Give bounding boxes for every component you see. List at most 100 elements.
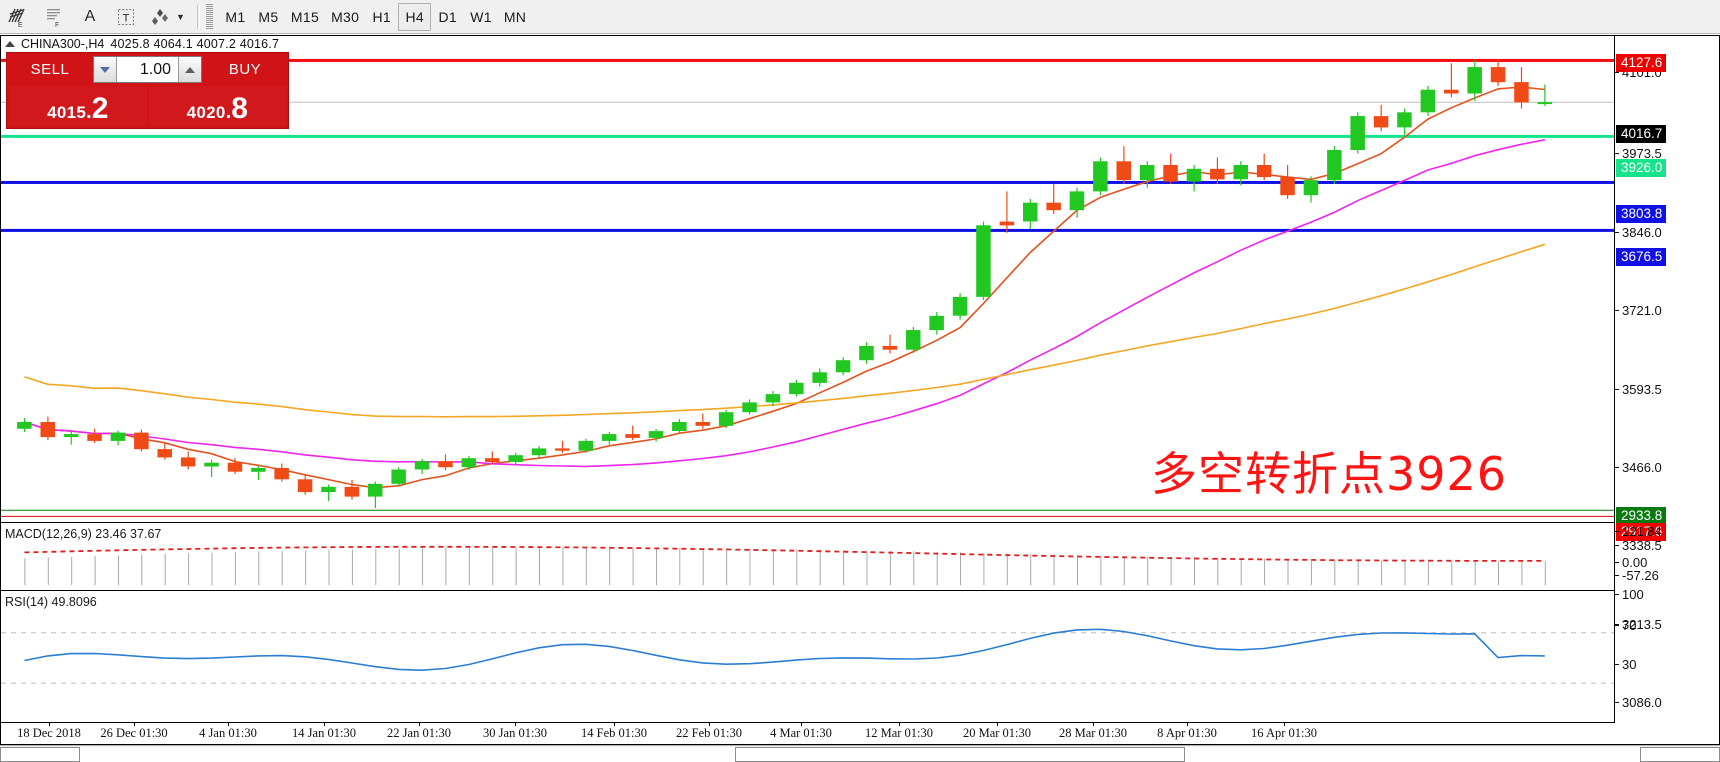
timeframe-w1[interactable]: W1 xyxy=(470,8,492,25)
collapse-triangle-icon[interactable] xyxy=(5,41,15,47)
time-axis[interactable]: 18 Dec 2018 26 Dec 01:30 4 Jan 01:30 14 Jan… xyxy=(1,722,1615,744)
ask-price-badge: 2917.6 xyxy=(1616,523,1667,541)
candle-body xyxy=(1373,116,1389,128)
sell-price[interactable]: 4015 . 2 xyxy=(9,86,147,126)
sell-price-separator: . xyxy=(86,101,92,123)
time-tick-0: 18 Dec 2018 xyxy=(17,726,81,740)
last-price-badge: 4016.7 xyxy=(1616,125,1667,143)
price-axis[interactable]: 4101.0 3973.5 3846.0 3721.0 3593.5 3466.0 3338… xyxy=(1614,36,1719,744)
macd-histogram-bar xyxy=(1053,554,1055,585)
candle-body xyxy=(835,360,851,373)
candle-body xyxy=(1537,102,1553,105)
toolbar-drag-handle[interactable] xyxy=(205,3,213,30)
resistance-level-badge: 4127.6 xyxy=(1616,54,1667,72)
price-tick-2: 3846.0 xyxy=(1615,226,1662,239)
horizontal-scrollbar[interactable] xyxy=(0,745,1720,762)
macd-histogram-bar xyxy=(375,549,377,585)
volume-stepper[interactable]: 1.00 xyxy=(93,56,202,83)
candle-body xyxy=(765,394,781,403)
candle-body xyxy=(882,345,898,350)
macd-histogram-bar xyxy=(515,547,517,585)
candle-body xyxy=(1444,89,1459,94)
time-gridmark-9 xyxy=(899,723,900,726)
timeframe-mn[interactable]: MN xyxy=(503,8,527,25)
macd-pane[interactable]: MACD(12,26,9) 23.46 37.67 xyxy=(1,525,1615,591)
timeframe-d1[interactable]: D1 xyxy=(438,8,457,25)
macd-histogram-bar xyxy=(164,553,166,585)
timeframe-m30[interactable]: M30 xyxy=(331,8,360,25)
macd-histogram-bar xyxy=(398,548,400,585)
macd-histogram-bar xyxy=(24,558,26,585)
buy-button[interactable]: BUY xyxy=(228,61,262,78)
volume-decrease-icon[interactable] xyxy=(94,57,117,82)
macd-histogram-bar xyxy=(94,556,96,585)
macd-histogram-bar xyxy=(47,557,49,585)
macd-histogram-bar xyxy=(1194,557,1195,585)
rsi-pane[interactable]: RSI(14) 49.8096 xyxy=(1,593,1615,723)
macd-histogram-bar xyxy=(562,547,564,585)
macd-histogram-bar xyxy=(305,550,307,585)
scrollbar-thumb[interactable] xyxy=(735,746,1186,762)
candle-body xyxy=(1139,165,1155,181)
price-pane[interactable] xyxy=(1,52,1615,523)
time-gridmark-3 xyxy=(324,723,325,726)
timeframe-h4[interactable]: H4 xyxy=(398,2,432,31)
candle-body xyxy=(999,221,1015,226)
chart-window[interactable]: CHINA300-,H4 4025.8 4064.1 4007.2 4016.7… xyxy=(0,35,1720,745)
time-tick-1: 26 Dec 01:30 xyxy=(100,726,168,740)
text-label-icon[interactable]: A xyxy=(84,7,96,25)
candle-body xyxy=(906,330,921,350)
macd-histogram-bar xyxy=(936,551,938,585)
rsi-plot xyxy=(1,628,1615,684)
candle-body xyxy=(321,486,336,493)
trade-panel-prices: 4015 . 2 4020 . 8 xyxy=(7,86,288,128)
candle-body xyxy=(227,462,243,472)
macd-histogram-bar xyxy=(445,548,447,585)
objects-icon[interactable] xyxy=(145,2,179,32)
volume-increase-icon[interactable] xyxy=(178,57,201,82)
price-tick-7: 3213.5 xyxy=(1615,618,1662,631)
macd-plot xyxy=(24,545,1546,585)
macd-histogram-bar xyxy=(819,549,821,585)
price-tick-6: 3338.5 xyxy=(1615,539,1662,552)
sell-button[interactable]: SELL xyxy=(30,61,70,78)
macd-histogram-bar xyxy=(188,553,190,585)
price-tick-5: 3466.0 xyxy=(1615,461,1662,474)
timeframe-m5[interactable]: M5 xyxy=(258,8,279,25)
scroll-left-button[interactable] xyxy=(0,746,80,762)
scroll-right-button[interactable] xyxy=(1640,746,1720,762)
trade-panel-controls: SELL 1.00 BUY xyxy=(7,53,288,86)
buy-price-decimal: 8 xyxy=(231,92,248,125)
macd-histogram-bar xyxy=(632,547,634,585)
indicators-icon[interactable]: E xyxy=(1,2,35,32)
one-click-trading-panel[interactable]: SELL 1.00 BUY 4015 . 2 4020 . 8 xyxy=(6,52,289,129)
symbol-label: CHINA300-,H4 xyxy=(21,37,105,51)
templates-icon[interactable]: F xyxy=(37,2,71,32)
scrollbar-track[interactable] xyxy=(80,746,1640,762)
chart-annotation-text: 多空转折点3926 xyxy=(1151,447,1508,501)
macd-histogram-bar xyxy=(609,547,611,585)
objects-dropdown-caret-icon[interactable]: ▼ xyxy=(176,11,185,22)
timeframe-m1[interactable]: M1 xyxy=(225,8,246,25)
time-gridmark-7 xyxy=(709,723,710,726)
candle-body xyxy=(1186,168,1202,182)
time-gridmark-12 xyxy=(1187,723,1188,726)
candle-wick xyxy=(702,413,704,429)
subchart-tick-0: 121.84 xyxy=(1615,525,1662,538)
candle-body xyxy=(1023,202,1038,222)
subchart-tick-5: 30 xyxy=(1615,658,1636,671)
candle-body xyxy=(368,483,383,497)
time-tick-12: 8 Apr 01:30 xyxy=(1157,726,1217,740)
time-gridmark-5 xyxy=(515,723,516,726)
timeframe-h1[interactable]: H1 xyxy=(372,8,391,25)
text-box-icon[interactable]: T xyxy=(109,2,143,32)
candle-body xyxy=(929,315,944,331)
buy-price[interactable]: 4020 . 8 xyxy=(148,86,286,126)
volume-input[interactable]: 1.00 xyxy=(139,60,171,78)
candle-body xyxy=(1350,116,1365,150)
timeframe-m15[interactable]: M15 xyxy=(290,8,320,25)
candle-body xyxy=(672,422,687,431)
macd-histogram-bar xyxy=(702,548,704,585)
macd-histogram-bar xyxy=(1030,553,1032,585)
candle-body xyxy=(718,412,734,426)
